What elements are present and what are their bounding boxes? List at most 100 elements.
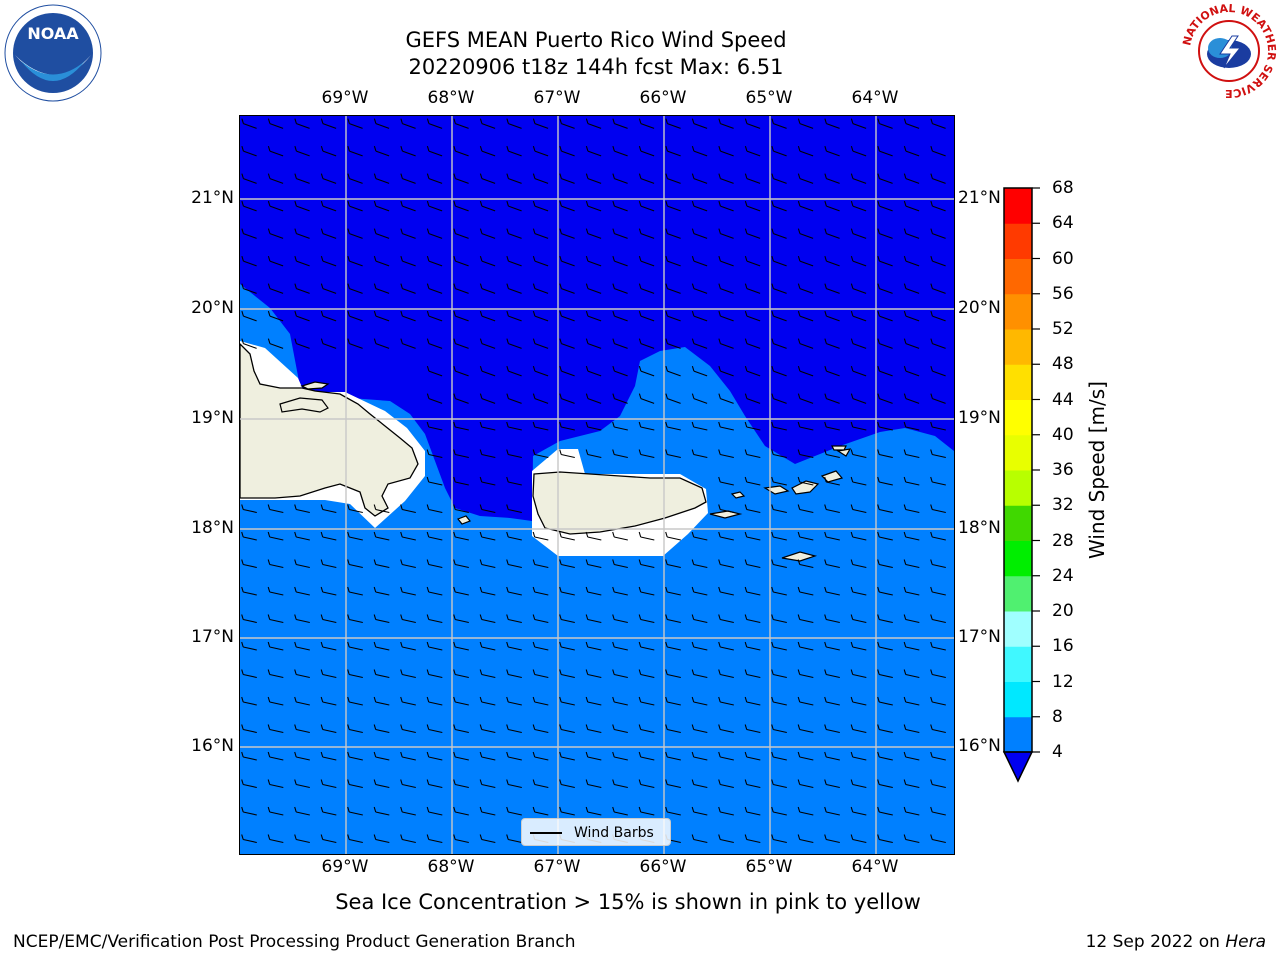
wind-barb	[932, 728, 946, 734]
wind-barb	[269, 701, 284, 706]
wind-barb-tick	[691, 669, 695, 675]
wind-barb	[587, 536, 602, 541]
wind-barb-tick	[559, 449, 562, 455]
wind-barb	[587, 783, 602, 789]
wind-barb	[932, 838, 946, 844]
wind-barb	[799, 233, 814, 239]
wind-barb-tick	[532, 586, 536, 593]
wind-barb	[481, 536, 496, 541]
wind-barb	[773, 233, 787, 239]
wind-barb-tick	[347, 559, 350, 565]
wind-barb	[667, 756, 681, 761]
colorbar-segment	[1004, 611, 1032, 647]
wind-barb	[428, 811, 443, 816]
wind-barb	[269, 591, 284, 596]
wind-barb-tick	[903, 531, 907, 538]
wind-barb-tick	[267, 338, 271, 344]
wind-barb	[561, 123, 575, 129]
wind-barb-tick	[824, 255, 827, 262]
wind-barb-tick	[612, 531, 615, 538]
wind-barb	[852, 123, 867, 129]
wind-barb	[746, 343, 761, 349]
wind-barb-tick	[559, 779, 562, 785]
map-gridlines	[240, 116, 954, 854]
wind-barb-tick	[665, 669, 668, 675]
wind-barb-tick	[453, 504, 456, 510]
wind-barb	[667, 783, 681, 789]
wind-barb-tick	[903, 310, 907, 317]
wind-barb	[349, 178, 363, 184]
wind-barb-tick	[479, 779, 483, 785]
sea-ice-note: Sea Ice Concentration > 15% is shown in …	[335, 890, 921, 914]
wind-barb	[799, 315, 814, 322]
wind-barb-tick	[506, 834, 509, 840]
wind-barb-tick	[771, 255, 774, 262]
wind-barb	[720, 233, 734, 239]
lon-label-bottom: 67°W	[533, 857, 581, 877]
wind-barb	[640, 756, 655, 761]
wind-barb	[534, 728, 549, 734]
wind-barb	[826, 536, 840, 541]
wind-barb-tick	[453, 669, 456, 675]
wind-barb-tick	[824, 200, 827, 207]
wind-barb	[481, 508, 496, 514]
wind-barb-tick	[506, 806, 509, 813]
wind-barb-tick	[506, 145, 509, 152]
wind-barb-tick	[744, 476, 748, 483]
wind-barb-tick	[612, 559, 615, 565]
wind-barb-tick	[426, 779, 430, 785]
wind-barb-tick	[718, 118, 721, 124]
wind-barb	[243, 233, 257, 239]
wind-barb	[614, 398, 628, 404]
wind-barb	[428, 178, 443, 184]
wind-barb-tick	[903, 393, 907, 399]
wind-barb	[349, 838, 363, 844]
wind-barb	[932, 591, 946, 596]
lat-label-right: 17°N	[958, 627, 1001, 647]
wind-barb	[243, 343, 257, 349]
colorbar-tick-label: 68	[1052, 178, 1074, 198]
wind-barb-tick	[718, 449, 721, 455]
wind-barb-tick	[638, 255, 642, 262]
wind-barb-tick	[797, 338, 801, 344]
wind-barb-tick	[347, 531, 350, 538]
wind-barb-tick	[559, 393, 562, 399]
wind-barb	[402, 838, 416, 844]
wind-barb	[243, 315, 257, 322]
wind-barb	[481, 838, 496, 844]
wind-barb	[402, 343, 416, 349]
wind-barb	[296, 756, 310, 761]
wind-barb	[746, 178, 761, 184]
wind-barb	[799, 370, 814, 377]
wind-barb	[296, 646, 310, 651]
wind-barb-tick	[585, 751, 589, 758]
wind-barb	[905, 536, 920, 541]
wind-barb	[879, 536, 893, 541]
wind-barb	[746, 591, 761, 596]
wind-barb	[905, 205, 920, 212]
wind-barb	[905, 728, 920, 734]
wind-barb-tick	[744, 365, 748, 372]
wind-barb	[269, 728, 284, 734]
wind-barb-tick	[744, 669, 748, 675]
wind-barb	[826, 260, 840, 267]
wind-barb-tick	[850, 779, 854, 785]
wind-barb-tick	[347, 255, 350, 262]
wind-barb	[481, 205, 496, 212]
wind-barb-tick	[824, 283, 827, 289]
wind-barb	[693, 783, 708, 789]
wind-barb-tick	[877, 669, 880, 675]
wind-barb	[879, 838, 893, 844]
wind-barb	[799, 756, 814, 761]
wind-barb	[508, 728, 522, 734]
wind-barb-tick	[824, 806, 827, 813]
wind-barb	[693, 315, 708, 322]
wind-barb	[852, 591, 867, 596]
wind-barb-tick	[718, 200, 721, 207]
wind-barb-tick	[718, 641, 721, 648]
wind-barb	[481, 701, 496, 706]
wind-barb-tick	[426, 641, 430, 648]
wind-barb-tick	[797, 449, 801, 455]
lon-label-top: 65°W	[745, 88, 793, 108]
wind-barb-tick	[559, 531, 562, 538]
